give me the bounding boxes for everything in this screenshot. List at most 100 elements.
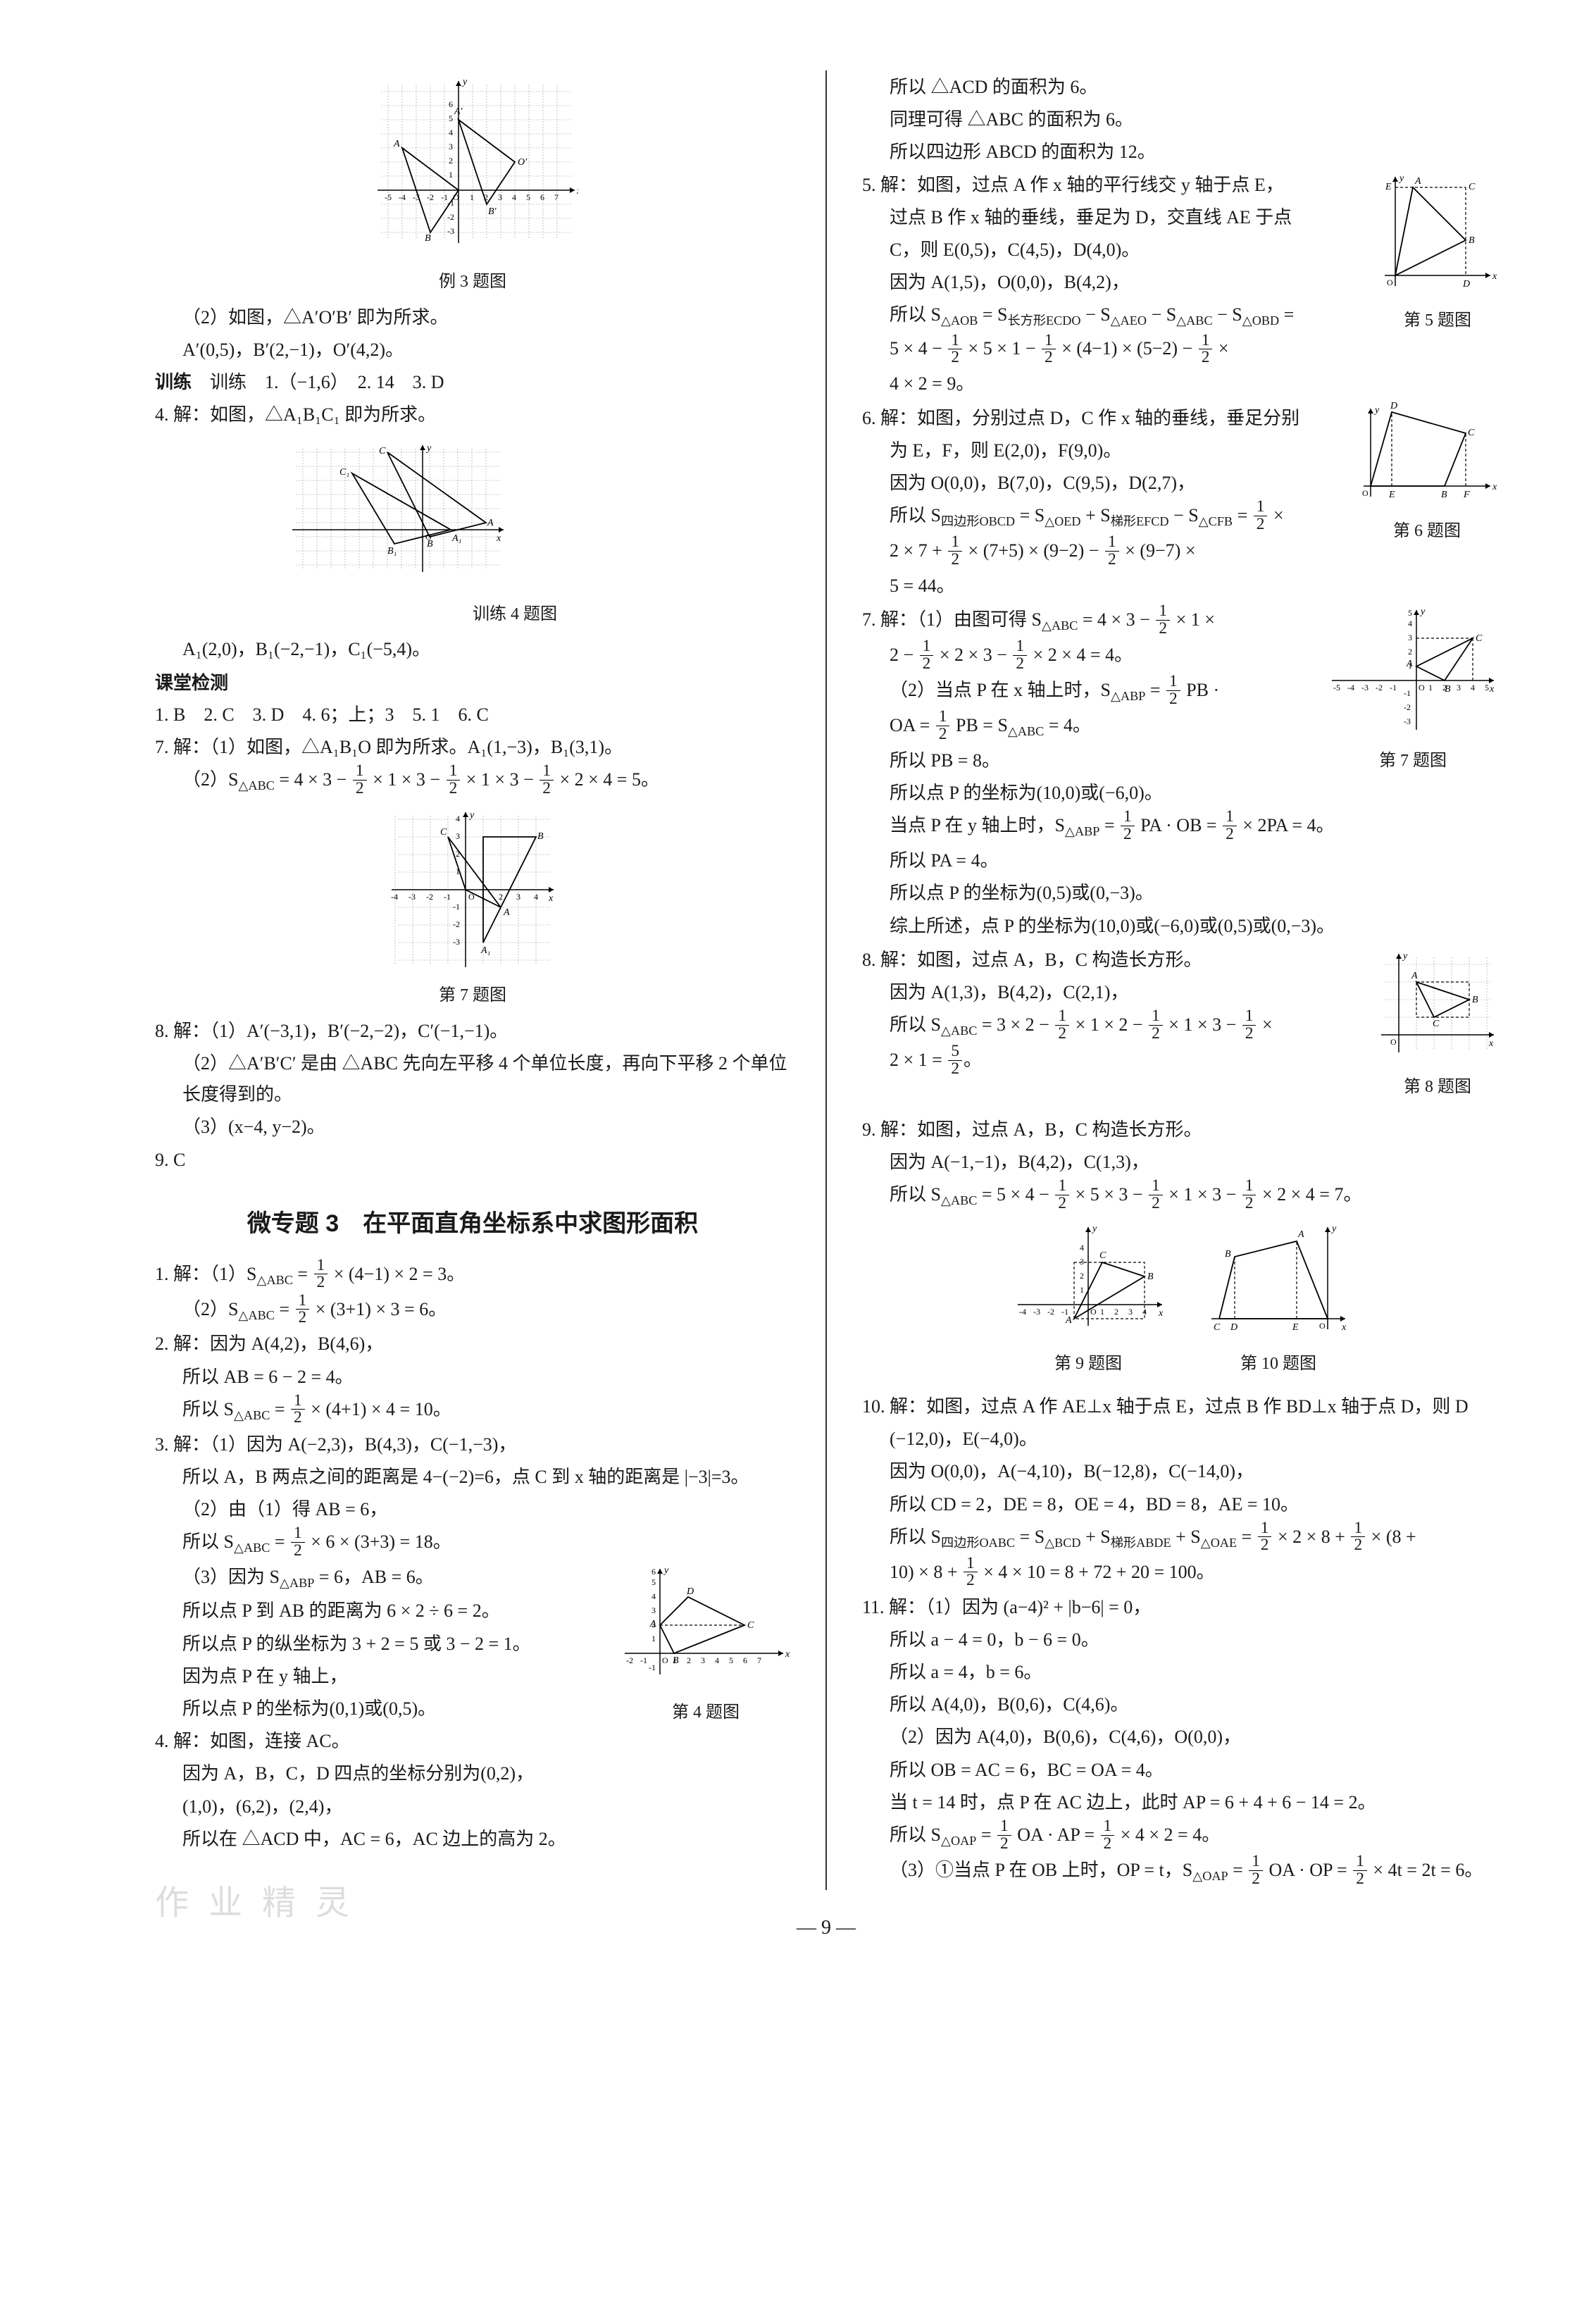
svg-text:B′: B′: [488, 206, 497, 217]
text-line: 因为 A，B，C，D 四点的坐标分别为(0,2)，: [155, 1758, 790, 1789]
svg-text:-3: -3: [409, 892, 416, 902]
svg-text:A: A: [1411, 971, 1418, 981]
svg-text:A: A: [487, 518, 494, 528]
t: △CFB: [1199, 514, 1233, 528]
t: 2: [353, 781, 367, 797]
svg-text:A₁: A₁: [451, 533, 461, 544]
svg-text:6: 6: [652, 1567, 656, 1577]
text-line: 所以四边形 ABCD 的面积为 12。: [862, 137, 1497, 168]
t: 1: [447, 763, 461, 780]
svg-text:4: 4: [456, 814, 460, 823]
svg-text:x: x: [1489, 684, 1495, 695]
t: × (4−1) × (5−2) −: [1057, 338, 1197, 359]
t: × 1 × 3 −: [1164, 1184, 1241, 1205]
t: 长方形ECDO: [1007, 314, 1080, 328]
svg-text:B: B: [425, 233, 431, 244]
svg-text:y: y: [1091, 1224, 1097, 1234]
svg-text:B: B: [673, 1655, 679, 1666]
fig9-wrap: xy -4-3-2 -1O 1234 1234 ABC 第 9 题图: [1011, 1220, 1166, 1384]
svg-text:-3: -3: [1404, 716, 1411, 726]
train4-figure: xy O ABC A₁B₁C₁: [282, 438, 507, 593]
t: 1: [291, 1393, 305, 1410]
t: 2: [1013, 656, 1027, 672]
example3-figure: xy O -5-4 -3-2 -1 12 34 567 12 34 56 -1-…: [367, 77, 578, 261]
right-column: 所以 △ACD 的面积为 6。 同理可得 △ABC 的面积为 6。 所以四边形 …: [862, 70, 1497, 1890]
t: 2: [1121, 826, 1135, 843]
svg-text:-4: -4: [391, 892, 398, 902]
t: 1: [1013, 638, 1027, 655]
svg-text:B: B: [1469, 235, 1475, 246]
svg-text:y: y: [468, 810, 475, 821]
text-line: （2）因为 A(4,0)，B(0,6)，C(4,6)，O(0,0)，: [862, 1722, 1497, 1753]
svg-text:D: D: [686, 1586, 694, 1597]
t: 2 × 7 +: [890, 540, 947, 561]
t: × (4+1) × 4 = 10。: [306, 1399, 451, 1419]
t: − S: [1147, 304, 1176, 325]
t: =: [270, 1399, 289, 1419]
t: 2: [1055, 1026, 1069, 1042]
t: 2: [1249, 1871, 1263, 1887]
svg-text:4: 4: [715, 1655, 719, 1665]
svg-text:B: B: [1445, 684, 1451, 695]
svg-text:-2: -2: [1404, 702, 1411, 712]
t: 所以 S: [890, 505, 941, 526]
fig10-cap: 第 10 题图: [1208, 1350, 1349, 1379]
t: OA =: [890, 715, 935, 735]
text-line: 4 × 2 = 9。: [862, 368, 1497, 399]
svg-text:y: y: [1330, 1224, 1337, 1234]
svg-text:4: 4: [1408, 618, 1412, 628]
t: 2: [920, 656, 934, 672]
text-line: 4. 解：如图，△A₁B₁C₁ 即为所求。: [155, 399, 790, 430]
text-line: A′(0,5)，B′(2,−1)，O′(4,2)。: [155, 335, 790, 366]
svg-text:E: E: [1292, 1322, 1299, 1333]
t: 1: [1242, 1178, 1257, 1195]
text-line: （3）①当点 P 在 OB 上时，OP = t，S△OAP = 12 OA · …: [862, 1855, 1497, 1889]
t: PB = S: [951, 715, 1007, 735]
train-answers: 训练 1.（−1,6） 2. 14 3. D: [210, 372, 444, 392]
svg-text:-1: -1: [453, 902, 460, 912]
t: = 5 × 4 −: [977, 1184, 1054, 1205]
text-line: 9. C: [155, 1145, 790, 1176]
svg-text:C: C: [747, 1620, 754, 1631]
svg-text:-4: -4: [1019, 1307, 1026, 1317]
svg-text:B: B: [1147, 1272, 1154, 1282]
t: × 2 × 8 +: [1273, 1527, 1349, 1547]
svg-text:4: 4: [1471, 683, 1475, 692]
q7-cap: 第 7 题图: [155, 981, 790, 1010]
text-line: （2）S△ABC = 12 × (3+1) × 3 = 6。: [155, 1294, 790, 1328]
t: 所以 S: [890, 1825, 941, 1845]
t: △ABC: [234, 1541, 270, 1555]
svg-text:y: y: [425, 443, 432, 454]
t: △AEO: [1111, 314, 1147, 328]
text-line: 所以 S△ABC = 12 × 6 × (3+3) = 18。: [155, 1527, 790, 1560]
t: 1: [314, 1257, 328, 1274]
t: 2: [1156, 621, 1170, 637]
t: （3）因为 S: [182, 1567, 280, 1587]
svg-text:5: 5: [729, 1655, 733, 1665]
svg-text:5: 5: [449, 113, 453, 123]
fig8-wrap: xy O ABC 第 8 题图: [1378, 943, 1497, 1107]
svg-text:1: 1: [1100, 1307, 1104, 1317]
t: 1: [1055, 1178, 1069, 1195]
t: 2: [1351, 1537, 1365, 1553]
t: 1: [1149, 1008, 1163, 1025]
t: 2: [1223, 826, 1237, 843]
svg-text:B: B: [1441, 490, 1447, 500]
t: = 4 × 3 −: [275, 769, 351, 790]
t: 2: [1149, 1195, 1163, 1212]
subheading: 课堂检测: [155, 667, 790, 698]
svg-text:A: A: [1065, 1315, 1072, 1326]
t: × 4t = 2t = 6。: [1369, 1860, 1483, 1880]
t: =: [1099, 815, 1119, 835]
svg-text:O′: O′: [518, 157, 528, 168]
t: 2: [1242, 1026, 1257, 1042]
svg-text:y: y: [1402, 951, 1408, 962]
page-number: — 9 —: [155, 1911, 1497, 1945]
t: OA · OP =: [1264, 1860, 1352, 1880]
svg-text:D: D: [1230, 1322, 1237, 1333]
svg-text:C: C: [1468, 428, 1475, 438]
t: ×: [1257, 1014, 1272, 1035]
t: =: [1228, 1860, 1248, 1880]
svg-text:3: 3: [456, 831, 460, 841]
svg-text:x: x: [1341, 1322, 1347, 1333]
